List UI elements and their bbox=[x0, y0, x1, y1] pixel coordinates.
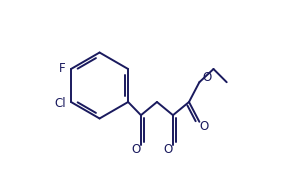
Text: O: O bbox=[202, 71, 211, 84]
Text: O: O bbox=[132, 143, 141, 156]
Text: F: F bbox=[59, 62, 66, 75]
Text: O: O bbox=[164, 143, 173, 156]
Text: O: O bbox=[199, 120, 209, 133]
Text: Cl: Cl bbox=[54, 97, 65, 110]
